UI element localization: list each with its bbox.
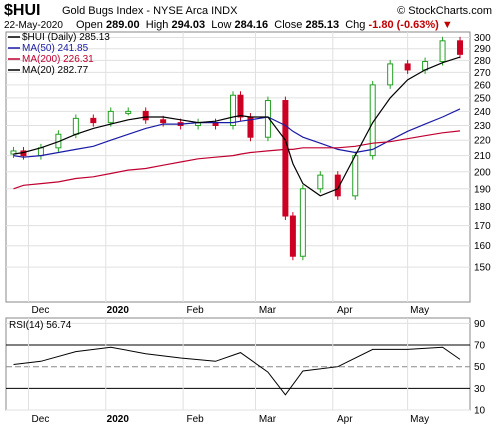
price-bar — [289, 215, 296, 257]
close-value: 285.13 — [305, 19, 340, 31]
price-bar — [334, 174, 341, 197]
y-tick-label: 260 — [474, 80, 491, 91]
y-tick-label: 150 — [474, 263, 491, 274]
y-tick-label: 220 — [474, 136, 491, 147]
rsi-tick-label: 70 — [474, 341, 486, 352]
rsi-x-tick-label: Mar — [259, 414, 277, 425]
y-tick-label: 250 — [474, 93, 491, 104]
open-value: 289.00 — [105, 19, 140, 31]
price-bar — [299, 188, 306, 257]
price-bar — [37, 147, 44, 157]
rsi-x-tick-label: Dec — [32, 414, 50, 425]
index-name: Gold Bugs Index - NYSE Arca INDX — [62, 5, 238, 17]
rsi-x-tick-label: May — [410, 414, 429, 425]
y-tick-label: 190 — [474, 184, 491, 195]
y-tick-label: 240 — [474, 107, 491, 118]
high-value: 294.03 — [171, 19, 206, 31]
price-bar — [160, 119, 167, 124]
y-tick-label: 160 — [474, 241, 491, 252]
price-bar — [72, 117, 79, 135]
y-tick-label: 180 — [474, 202, 491, 213]
ma50-line — [13, 108, 461, 158]
rsi-tick-label: 90 — [474, 319, 486, 330]
y-tick-label: 170 — [474, 221, 491, 232]
price-bar — [282, 100, 289, 217]
price-bar — [317, 174, 324, 190]
x-tick-label: May — [410, 305, 429, 316]
price-bar — [90, 117, 97, 124]
quote-date: 22-May-2020 — [4, 20, 63, 31]
low-value: 284.16 — [234, 19, 269, 31]
x-tick-label: Apr — [337, 305, 353, 316]
open-label: Open — [76, 19, 103, 31]
y-tick-label: 230 — [474, 121, 491, 132]
y-tick-label: 210 — [474, 151, 491, 162]
legend-price: $HUI (Daily) 285.13 — [22, 32, 110, 43]
rsi-plot-frame — [5, 317, 471, 411]
quote-line: Open 289.00 High 294.03 Low 284.16 Close… — [76, 19, 453, 31]
symbol: $HUI — [4, 2, 41, 19]
price-bar — [107, 110, 114, 124]
y-tick-label: 200 — [474, 167, 491, 178]
x-tick-label: 2020 — [107, 305, 130, 316]
price-bar — [457, 40, 464, 55]
x-tick-label: Feb — [187, 305, 205, 316]
y-tick-label: 280 — [474, 56, 491, 67]
chg-value: -1.80 (-0.63%) — [368, 19, 439, 31]
price-bar — [142, 110, 149, 121]
y-tick-label: 300 — [474, 33, 491, 44]
down-arrow-icon: ▼ — [441, 19, 453, 31]
legend-ma200: MA(200) 226.31 — [22, 54, 94, 65]
price-bar — [125, 110, 132, 114]
price-bar — [10, 150, 17, 155]
rsi-x-tick-label: Feb — [187, 414, 205, 425]
ma200-line — [13, 130, 461, 190]
price-bar — [352, 155, 359, 197]
y-tick-label: 290 — [474, 44, 491, 55]
chg-label: Chg — [345, 19, 366, 31]
x-tick-label: Mar — [259, 305, 277, 316]
price-bar — [439, 40, 446, 63]
close-label: Close — [274, 19, 303, 31]
rsi-label: RSI(14) 56.74 — [9, 320, 72, 331]
price-bar — [369, 84, 376, 157]
credit: © StockCharts.com — [397, 5, 492, 17]
chart-header: $HUI Gold Bugs Index - NYSE Arca INDX © … — [4, 2, 494, 32]
ma20-line — [13, 56, 461, 197]
price-bar — [387, 63, 394, 86]
y-tick-label: 270 — [474, 68, 491, 79]
rsi-line — [13, 346, 461, 396]
legend-ma50: MA(50) 241.85 — [22, 43, 89, 54]
price-bar — [404, 63, 411, 71]
rsi-tick-label: 50 — [474, 362, 486, 373]
rsi-x-tick-label: 2020 — [107, 414, 130, 425]
low-label: Low — [211, 19, 232, 31]
rsi-x-tick-label: Apr — [337, 414, 353, 425]
legend-ma20: MA(20) 282.77 — [22, 65, 89, 76]
rsi-tick-label: 30 — [474, 384, 486, 395]
x-tick-label: Dec — [32, 305, 50, 316]
high-label: High — [145, 19, 169, 31]
price-bar — [230, 94, 237, 126]
rsi-tick-label: 10 — [474, 406, 486, 417]
price-bar — [237, 94, 244, 118]
